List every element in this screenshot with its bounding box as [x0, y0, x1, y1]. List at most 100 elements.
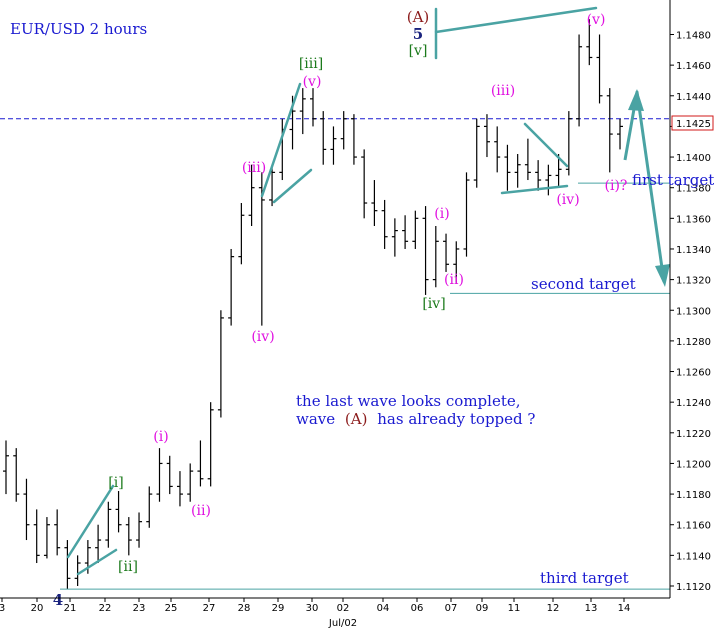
wave-label: [v] [409, 43, 428, 59]
ohlc-bar [473, 118, 480, 188]
ohlc-bar [23, 478, 30, 541]
ohlc-bar [197, 440, 204, 487]
x-tick-label: 29 [272, 603, 285, 614]
wave-label: (iii) [491, 83, 515, 99]
ohlc-bar [299, 88, 306, 135]
wave-label: [iv] [422, 296, 445, 312]
ohlc-bar [617, 118, 623, 150]
y-tick-label: 1.1360 [676, 214, 711, 225]
ohlc-bar [350, 114, 357, 165]
ohlc-bar [361, 149, 368, 219]
ohlc-bar [125, 517, 132, 556]
note-line-2-wave: (A) [345, 410, 368, 428]
wave-label: (v) [587, 12, 606, 28]
arrow-head-down [655, 264, 670, 287]
wave-label: 4 [53, 591, 63, 609]
ohlc-bar [443, 233, 450, 272]
third-target-label: third target [540, 569, 629, 587]
second-target-label: second target [531, 275, 636, 293]
ohlc-bar [310, 88, 316, 127]
x-tick-label: 07 [445, 603, 458, 614]
x-tick-label: 04 [377, 603, 390, 614]
ohlc-bar [228, 248, 235, 326]
ohlc-bar [596, 34, 603, 104]
wave-label: (A) [407, 8, 430, 26]
ohlc-bar [238, 203, 245, 265]
ohlc-bar [166, 455, 173, 495]
ohlc-bar [136, 512, 143, 548]
ohlc-bar [514, 153, 521, 188]
x-sub-label: Jul/02 [328, 618, 357, 629]
ohlc-bar [545, 164, 552, 196]
ohlc-bar [453, 241, 460, 283]
price-bars [3, 19, 623, 590]
note-line-2-prefix: wave [296, 410, 335, 428]
y-tick-label: 1.1300 [676, 306, 711, 317]
wave-label: (iv) [556, 192, 579, 208]
ohlc-bar [43, 517, 50, 559]
y-tick-label: 1.1200 [676, 459, 711, 470]
ohlc-bar [248, 164, 255, 226]
ohlc-bar [422, 206, 429, 295]
x-tick-label: 23 [133, 603, 146, 614]
y-tick-label: 1.1400 [676, 153, 711, 164]
x-tick-label: 22 [99, 603, 112, 614]
ohlc-bar [156, 448, 163, 502]
y-tick-label: 1.1120 [676, 582, 711, 593]
wave-label: (ii) [191, 503, 211, 519]
x-tick-label: 30 [306, 603, 319, 614]
ohlc-bar [606, 88, 613, 173]
ohlc-bar [535, 160, 542, 191]
y-tick-label: 1.1480 [676, 31, 711, 42]
ohlc-bar [33, 509, 40, 564]
ohlc-bar [176, 471, 183, 507]
y-tick-label: 1.1280 [676, 337, 711, 348]
ohlc-bar [391, 218, 398, 257]
ohlc-bar [320, 111, 327, 165]
trend-segment [523, 122, 569, 168]
y-tick-label: 1.1260 [676, 368, 711, 379]
ohlc-bar [74, 555, 81, 586]
y-tick-label: 1.1140 [676, 551, 711, 562]
ohlc-bar [576, 34, 583, 127]
trend-segment [76, 548, 118, 576]
wave-label: [i] [108, 475, 123, 491]
wave-label: (i) [153, 429, 168, 445]
arrow-head-up [628, 89, 644, 111]
note-line-2: wave (A) has already topped ? [296, 410, 535, 428]
ohlc-bar [105, 501, 112, 548]
ohlc-bar [524, 138, 531, 181]
ohlc-bar [565, 111, 572, 176]
wave-label: 5 [413, 25, 423, 43]
x-tick-label: 09 [476, 603, 489, 614]
x-tick-label: 3 [0, 603, 5, 614]
note-line-2-suffix: has already topped ? [377, 410, 535, 428]
trend-segment [272, 168, 313, 204]
ohlc-bar [115, 491, 122, 533]
y-tick-label: 1.1160 [676, 521, 711, 532]
trendlines [60, 6, 670, 590]
y-tick-label: 1.1340 [676, 245, 711, 256]
ohlc-bar [54, 509, 61, 556]
x-tick-label: 02 [337, 603, 350, 614]
x-tick-label: 27 [203, 603, 216, 614]
ohlc-bar [381, 199, 388, 249]
ohlc-bar [95, 524, 102, 564]
wave-label: (v) [303, 74, 322, 90]
ohlc-bar [555, 153, 562, 188]
wave-label: (iii) [242, 160, 266, 176]
ohlc-bar [146, 486, 153, 528]
ohlc-bar [64, 540, 71, 590]
y-tick-label: 1.1380 [676, 184, 711, 195]
ohlc-bar [402, 215, 409, 249]
y-tick-label: 1.1320 [676, 276, 711, 287]
ohlc-bar [494, 126, 501, 173]
y-tick-label: 1.1240 [676, 398, 711, 409]
wave-labels: (A)5[v][iii][iv][i][ii]4(v)(iii)(iv)(i)(… [53, 8, 628, 609]
ohlc-bar [371, 180, 378, 226]
x-tick-label: 11 [508, 603, 521, 614]
first-target-label: first target [632, 171, 714, 189]
ohlc-bar [187, 463, 194, 502]
trend-segment [434, 6, 598, 34]
